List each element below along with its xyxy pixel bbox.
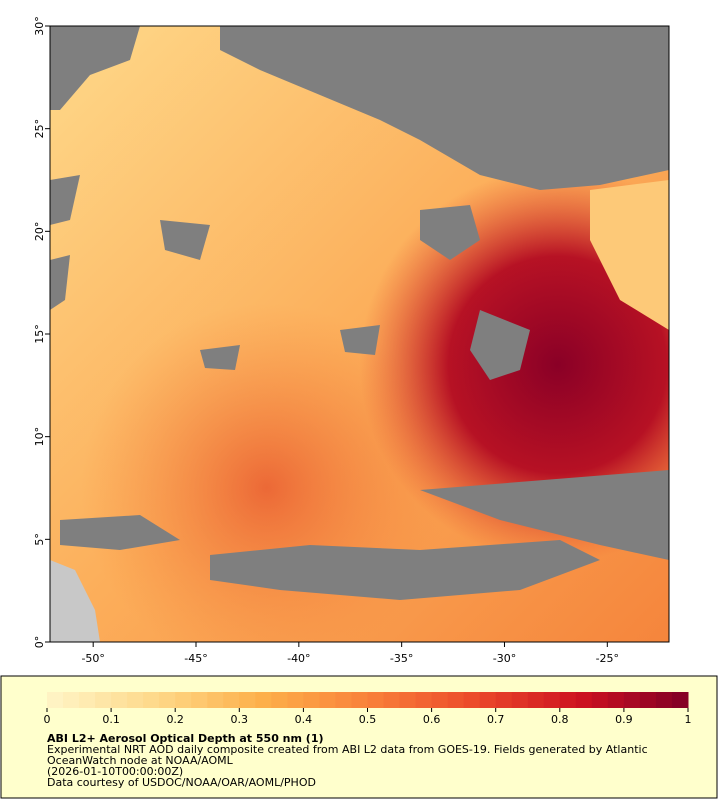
- axes: -50° -45° -40° -35° -30° -25° 0° 5° 10° 15° 20° 25°…: [33, 16, 619, 665]
- colorbar-step: [207, 692, 224, 708]
- colorbar-step: [351, 692, 368, 708]
- legend-line: Data courtesy of USDOC/NOAA/OAR/AOML/PHO…: [47, 776, 316, 789]
- legend-line: OceanWatch node at NOAA/AOML: [47, 754, 234, 767]
- y-tick-label: 10°: [33, 427, 46, 447]
- colorbar-step: [335, 692, 352, 708]
- colorbar-step: [367, 692, 385, 708]
- colorbar-step: [415, 692, 433, 708]
- colorbar-step: [559, 692, 577, 708]
- colorbar-tick-label: 0.5: [359, 713, 377, 726]
- legend-line: Experimental NRT AOD daily composite cre…: [47, 743, 648, 756]
- colorbar-step: [383, 692, 401, 708]
- y-tick-label: 15°: [33, 324, 46, 344]
- colorbar-step: [255, 692, 272, 708]
- colorbar-step: [303, 692, 320, 708]
- colorbar-step: [447, 692, 465, 708]
- colorbar-step: [623, 692, 641, 708]
- y-tick-label: 30°: [33, 16, 46, 36]
- colorbar-step: [127, 692, 144, 708]
- y-tick-label: 20°: [33, 222, 46, 242]
- colorbar-step: [479, 692, 497, 708]
- colorbar-step: [591, 692, 609, 708]
- x-tick-label: -35°: [390, 652, 413, 665]
- colorbar-step: [95, 692, 112, 708]
- colorbar-step: [543, 692, 561, 708]
- colorbar-step: [79, 692, 96, 708]
- colorbar-step: [527, 692, 545, 708]
- colorbar-tick-label: 0.1: [102, 713, 120, 726]
- x-tick-label: -50°: [81, 652, 104, 665]
- colorbar-tick-label: 0.8: [551, 713, 569, 726]
- colorbar-step: [655, 692, 673, 708]
- y-tick-label: 0°: [33, 636, 46, 649]
- colorbar-step: [223, 692, 240, 708]
- colorbar-tick-label: 1: [685, 713, 692, 726]
- colorbar-tick-label: 0.3: [231, 713, 249, 726]
- x-tick-label: -30°: [493, 652, 516, 665]
- colorbar-step: [175, 692, 192, 708]
- colorbar-step: [271, 692, 288, 708]
- y-tick-label: 5°: [33, 533, 46, 546]
- colorbar-step: [495, 692, 513, 708]
- colorbar-step: [431, 692, 449, 708]
- x-tick-label: -40°: [287, 652, 310, 665]
- colorbar: 0 0.1 0.2 0.3 0.4 0.5 0.6 0.7 0.8 0.9 1: [44, 692, 692, 726]
- colorbar-tick-label: 0.6: [423, 713, 441, 726]
- colorbar-step: [159, 692, 176, 708]
- colorbar-step: [575, 692, 593, 708]
- colorbar-step: [639, 692, 657, 708]
- colorbar-step: [671, 692, 689, 708]
- map-image: [49, 25, 670, 643]
- colorbar-tick-label: 0.4: [295, 713, 313, 726]
- legend-line: (2026-01-10T00:00:00Z): [47, 765, 183, 778]
- colorbar-step: [239, 692, 256, 708]
- colorbar-step: [511, 692, 529, 708]
- colorbar-step: [47, 692, 64, 708]
- colorbar-step: [463, 692, 481, 708]
- colorbar-step: [287, 692, 304, 708]
- colorbar-step: [607, 692, 625, 708]
- colorbar-step: [319, 692, 336, 708]
- y-tick-label: 25°: [33, 119, 46, 139]
- colorbar-tick-label: 0.9: [615, 713, 633, 726]
- colorbar-step: [143, 692, 160, 708]
- colorbar-step: [63, 692, 80, 708]
- colorbar-tick-label: 0: [44, 713, 51, 726]
- colorbar-tick-label: 0.2: [166, 713, 184, 726]
- colorbar-tick-label: 0.7: [487, 713, 505, 726]
- legend-title: ABI L2+ Aerosol Optical Depth at 550 nm …: [47, 732, 324, 745]
- x-tick-label: -25°: [596, 652, 619, 665]
- colorbar-step: [399, 692, 417, 708]
- colorbar-step: [111, 692, 128, 708]
- colorbar-step: [191, 692, 208, 708]
- x-tick-label: -45°: [184, 652, 207, 665]
